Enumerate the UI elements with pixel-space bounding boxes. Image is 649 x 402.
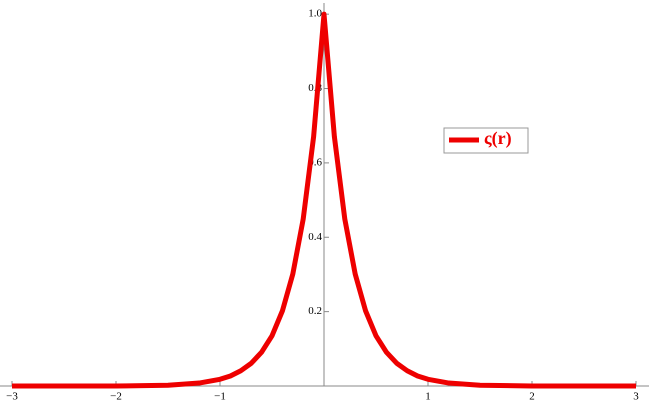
y-tick-label: 0.2 xyxy=(308,305,322,317)
x-tick-label: −2 xyxy=(110,391,122,402)
x-tick-label: −3 xyxy=(6,391,18,402)
line-series xyxy=(12,11,636,389)
legend-label: ς(r) xyxy=(484,128,512,149)
y-tick-label: 0.4 xyxy=(308,231,322,243)
x-tick-label: −1 xyxy=(214,391,226,402)
x-tick-label: 2 xyxy=(529,391,535,402)
x-tick-label: 3 xyxy=(633,391,639,402)
x-tick-label: 1 xyxy=(425,391,431,402)
y-tick-label: 1.0 xyxy=(308,8,322,20)
